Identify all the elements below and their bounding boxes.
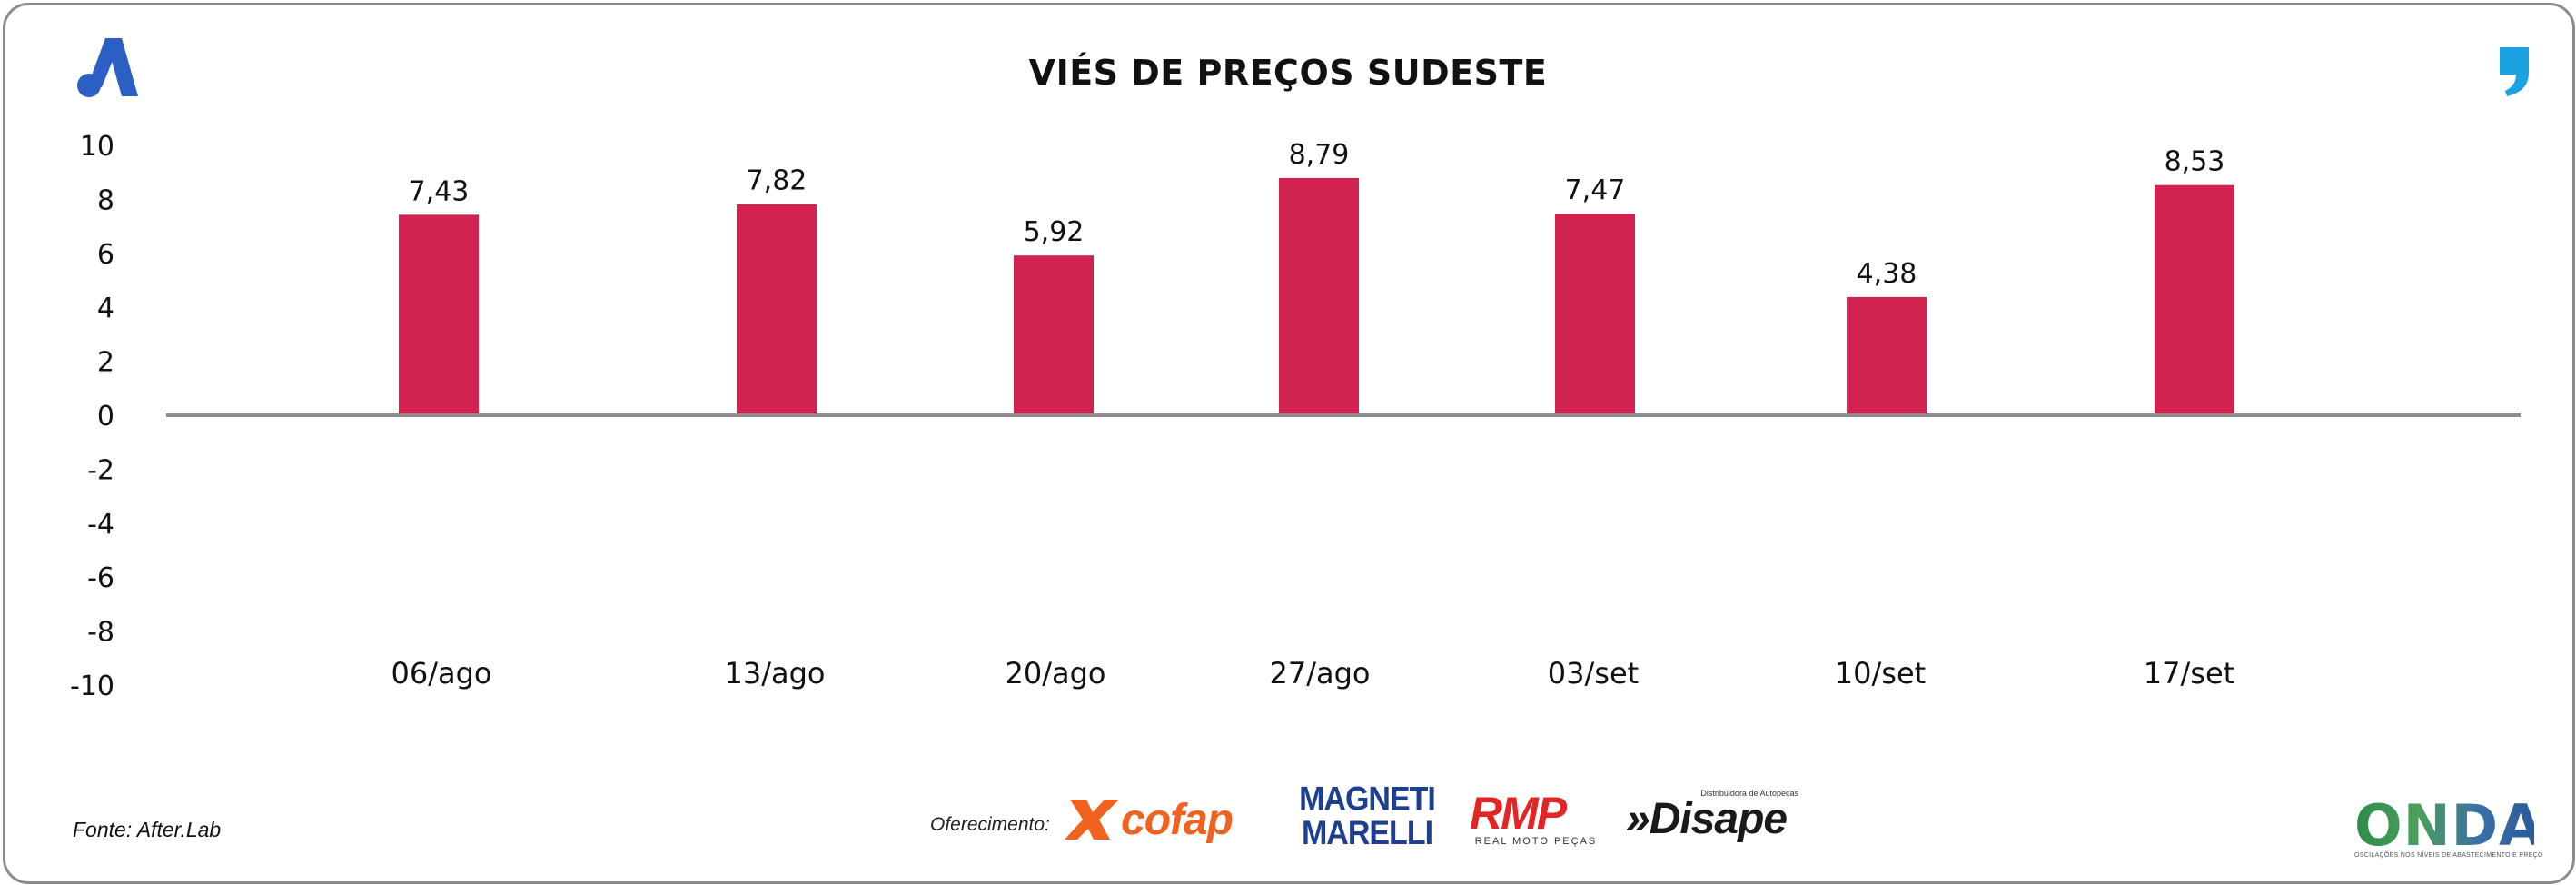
disape-tagline: Distribuidora de Autopeças (1700, 789, 1798, 798)
bar (1014, 255, 1094, 415)
x-category-label: 10/set (1835, 656, 1926, 691)
a-logo-icon (77, 38, 138, 97)
x-category-label: 20/ago (1006, 656, 1106, 691)
y-tick-label: -10 (70, 671, 114, 702)
data-label: 7,47 (1565, 174, 1626, 206)
rmp-tagline: REAL MOTO PEÇAS (1474, 836, 1598, 847)
bar (1555, 214, 1635, 415)
y-tick-label: 6 (97, 239, 114, 271)
data-label: 7,82 (747, 165, 807, 197)
disape-logo: Distribuidora de Autopeças »Disape (1626, 789, 1808, 841)
y-tick-label: -6 (87, 562, 114, 594)
x-category-label: 06/ago (391, 656, 492, 691)
data-label: 4,38 (1857, 258, 1917, 290)
data-label: 8,53 (2165, 146, 2225, 178)
chart-title: VIÉS DE PREÇOS SUDESTE (1028, 53, 1548, 93)
bar (2155, 184, 2234, 415)
bar (737, 204, 817, 415)
y-tick-label: -8 (87, 617, 114, 649)
sponsor-label: Oferecimento: (930, 814, 1050, 835)
cofap-x-icon (1065, 800, 1119, 840)
rmp-logo: RMP REAL MOTO PEÇAS (1470, 791, 1602, 847)
chart-frame (3, 3, 2575, 884)
bar (399, 214, 479, 415)
y-tick-label: 4 (97, 293, 114, 324)
data-label: 7,43 (409, 175, 470, 207)
rmp-wordmark: RMP (1470, 788, 1567, 839)
y-tick-label: 8 (97, 184, 114, 216)
y-tick-label: -2 (87, 454, 114, 486)
x-category-label: 13/ago (725, 656, 826, 691)
y-tick-label: 0 (97, 401, 114, 433)
magneti-word: MAGNETI (1299, 780, 1436, 819)
source-note: Fonte: After.Lab (73, 818, 222, 841)
y-tick-label: 10 (80, 131, 114, 163)
x-category-label: 27/ago (1270, 656, 1371, 691)
data-label: 5,92 (1024, 216, 1085, 248)
onda-wordmark: ONDA (2354, 792, 2544, 859)
x-category-label: 03/set (1548, 656, 1639, 691)
bar (1279, 177, 1359, 415)
marelli-word: MARELLI (1301, 813, 1433, 852)
y-tick-label: -4 (87, 509, 114, 541)
quote-mark-icon (2500, 47, 2529, 96)
magneti-marelli-logo: MAGNETI MARELLI (1299, 780, 1436, 852)
y-tick-label: 2 (97, 347, 114, 379)
cofap-wordmark: cofap (1121, 795, 1234, 844)
x-category-label: 17/set (2144, 656, 2234, 691)
cofap-logo: cofap (1065, 792, 1234, 847)
disape-wordmark: »Disape (1626, 795, 1788, 843)
onda-tagline: OSCILAÇÕES NOS NÍVEIS DE ABASTECIMENTO E… (2354, 852, 2543, 859)
onda-logo: ONDA OSCILAÇÕES NOS NÍVEIS DE ABASTECIME… (2354, 792, 2544, 860)
bar (1847, 296, 1927, 415)
data-label: 8,79 (1289, 139, 1350, 171)
